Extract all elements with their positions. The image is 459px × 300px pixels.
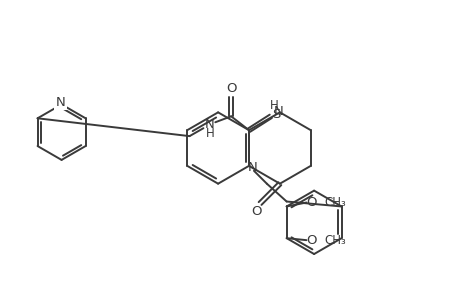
Text: O: O: [225, 82, 236, 95]
Text: H: H: [206, 127, 214, 140]
Text: N: N: [204, 118, 214, 131]
Text: O: O: [306, 234, 316, 247]
Text: S: S: [272, 108, 280, 121]
Text: N: N: [274, 105, 283, 118]
Text: CH₃: CH₃: [324, 196, 345, 209]
Text: H: H: [269, 99, 278, 112]
Text: N: N: [56, 96, 65, 109]
Text: CH₃: CH₃: [324, 234, 345, 247]
Text: O: O: [250, 205, 261, 218]
Text: N: N: [247, 161, 257, 174]
Text: O: O: [306, 196, 316, 209]
